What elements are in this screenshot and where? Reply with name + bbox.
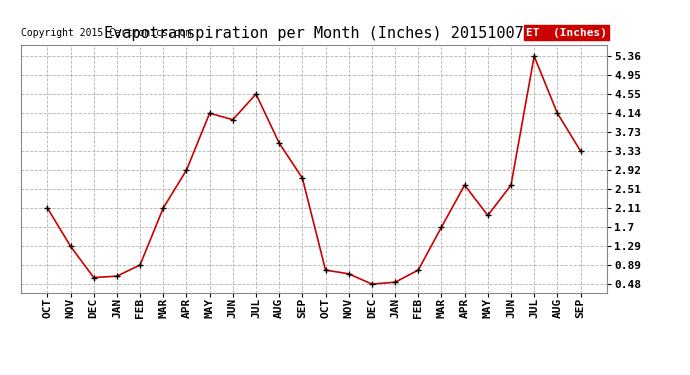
Text: ET  (Inches): ET (Inches) bbox=[526, 28, 607, 38]
Title: Evapotranspiration per Month (Inches) 20151007: Evapotranspiration per Month (Inches) 20… bbox=[104, 26, 524, 41]
Text: Copyright 2015 Cartronics.com: Copyright 2015 Cartronics.com bbox=[21, 28, 191, 38]
